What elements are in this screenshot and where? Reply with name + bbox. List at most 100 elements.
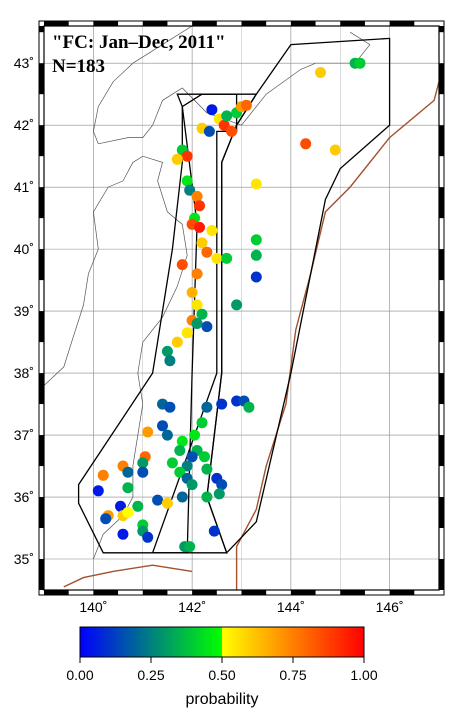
earthquake-marker [97, 469, 109, 481]
map-title: "FC: Jan–Dec, 2011" [52, 32, 226, 53]
colorbar-title: probability [186, 691, 259, 708]
earthquake-marker [243, 401, 255, 413]
coastline [44, 26, 371, 560]
earthquake-marker [186, 479, 198, 491]
frame-segment [389, 590, 415, 595]
frame-segment [39, 63, 44, 95]
earthquake-marker [208, 525, 220, 537]
earthquake-marker [171, 153, 183, 165]
earthquake-marker [191, 190, 203, 202]
longitude-tick-label: 142˚ [178, 599, 206, 615]
frame-segment [192, 590, 217, 595]
earthquake-marker [161, 429, 173, 441]
earthquake-marker [196, 308, 208, 320]
earthquake-marker [166, 457, 178, 469]
frame-segment [39, 26, 44, 33]
latitude-tick-label: 36˚ [14, 489, 34, 505]
frame-segment [192, 21, 217, 26]
frame-segment [439, 373, 444, 405]
earthquake-marker [201, 491, 213, 503]
frame-segment [39, 497, 44, 529]
frame-segment [39, 249, 44, 281]
axis-tick-labels: 140˚ 142˚ 144˚ 146˚ 35˚ 36˚ 37˚ 38˚ 39˚ 40˚ 41˚ 42˚… [14, 55, 404, 615]
japan-trench [235, 81, 439, 590]
earthquake-marker [174, 445, 186, 456]
latitude-tick-label: 38˚ [14, 365, 34, 381]
earthquake-marker [218, 119, 230, 131]
earthquake-marker [142, 531, 154, 543]
earthquake-marker [164, 401, 176, 413]
longitude-tick-label: 146˚ [376, 599, 404, 615]
frame-segment [439, 497, 444, 529]
latitude-tick-label: 40˚ [14, 241, 34, 257]
earthquake-marker [117, 528, 129, 540]
earthquake-marker [199, 451, 210, 463]
earthquake-marker [211, 252, 223, 264]
frame-segment [439, 435, 444, 467]
frame-segment [39, 559, 44, 590]
earthquake-marker [191, 268, 203, 280]
earthquake-marker [191, 318, 203, 329]
earthquake-marker [122, 466, 134, 478]
latitude-tick-label: 35˚ [14, 551, 34, 567]
frame-segment [142, 21, 168, 26]
earthquake-marker [181, 150, 193, 162]
frame-segment [39, 373, 44, 405]
earthquake-marker [196, 237, 208, 249]
earthquake-marker [122, 482, 134, 494]
earthquake-marker [250, 249, 262, 261]
frame-segment [241, 21, 267, 26]
earthquake-marker [176, 435, 188, 447]
earthquake-marker [161, 497, 173, 509]
earthquake-marker [221, 110, 233, 122]
longitude-tick-label: 140˚ [79, 599, 107, 615]
forecast-region-outline [206, 37, 391, 555]
earthquake-marker [231, 299, 243, 311]
earthquake-marker [216, 398, 228, 410]
forecast-regions [77, 37, 391, 555]
colorbar-tick-label: 1.00 [350, 667, 377, 683]
earthquake-marker [201, 321, 213, 333]
earthquake-marker [152, 494, 164, 506]
frame-segment [439, 187, 444, 219]
earthquake-marker [226, 125, 238, 137]
longitude-tick-label: 144˚ [277, 599, 305, 615]
frame-segment [340, 21, 365, 26]
earthquake-marker [213, 488, 225, 500]
earthquake-marker [186, 451, 198, 463]
frame-segment [39, 125, 44, 157]
earthquake-marker [115, 500, 126, 512]
frame-segment [93, 21, 119, 26]
colorbar-tick-label: 0.25 [137, 667, 164, 683]
coast-segment [93, 44, 163, 144]
earthquake-marker [186, 287, 198, 298]
earthquake-marker [164, 355, 176, 367]
earthquake-marker [137, 466, 149, 478]
earthquake-marker [194, 221, 205, 233]
frame-segment [44, 590, 69, 595]
earthquake-marker [191, 299, 203, 311]
latitude-tick-label: 42˚ [14, 117, 34, 133]
latitude-tick-label: 41˚ [14, 179, 34, 195]
earthquake-marker [240, 99, 252, 111]
earthquake-marker [171, 336, 183, 348]
latitude-tick-label: 37˚ [14, 427, 34, 443]
latitude-tick-label: 43˚ [14, 55, 34, 71]
colorbar-tick-label: 0.50 [208, 667, 235, 683]
earthquake-marker [142, 426, 154, 438]
earthquake-marker [354, 57, 366, 69]
earthquake-marker [250, 271, 262, 283]
frame-segment [39, 187, 44, 219]
frame-segment [439, 249, 444, 281]
earthquake-marker [201, 246, 213, 258]
earthquake-marker [122, 507, 134, 518]
frame-segment [39, 311, 44, 343]
frame-segment [439, 311, 444, 343]
latitude-tick-label: 39˚ [14, 303, 34, 319]
earthquake-marker [100, 513, 112, 525]
frame-segment [439, 63, 444, 95]
colorbar-tick-label: 0.00 [66, 667, 93, 683]
earthquake-marker [221, 252, 233, 264]
coast-segment [98, 31, 371, 145]
probability-colorbar: 0.00 0.25 0.50 0.75 1.00 probability [66, 626, 378, 708]
